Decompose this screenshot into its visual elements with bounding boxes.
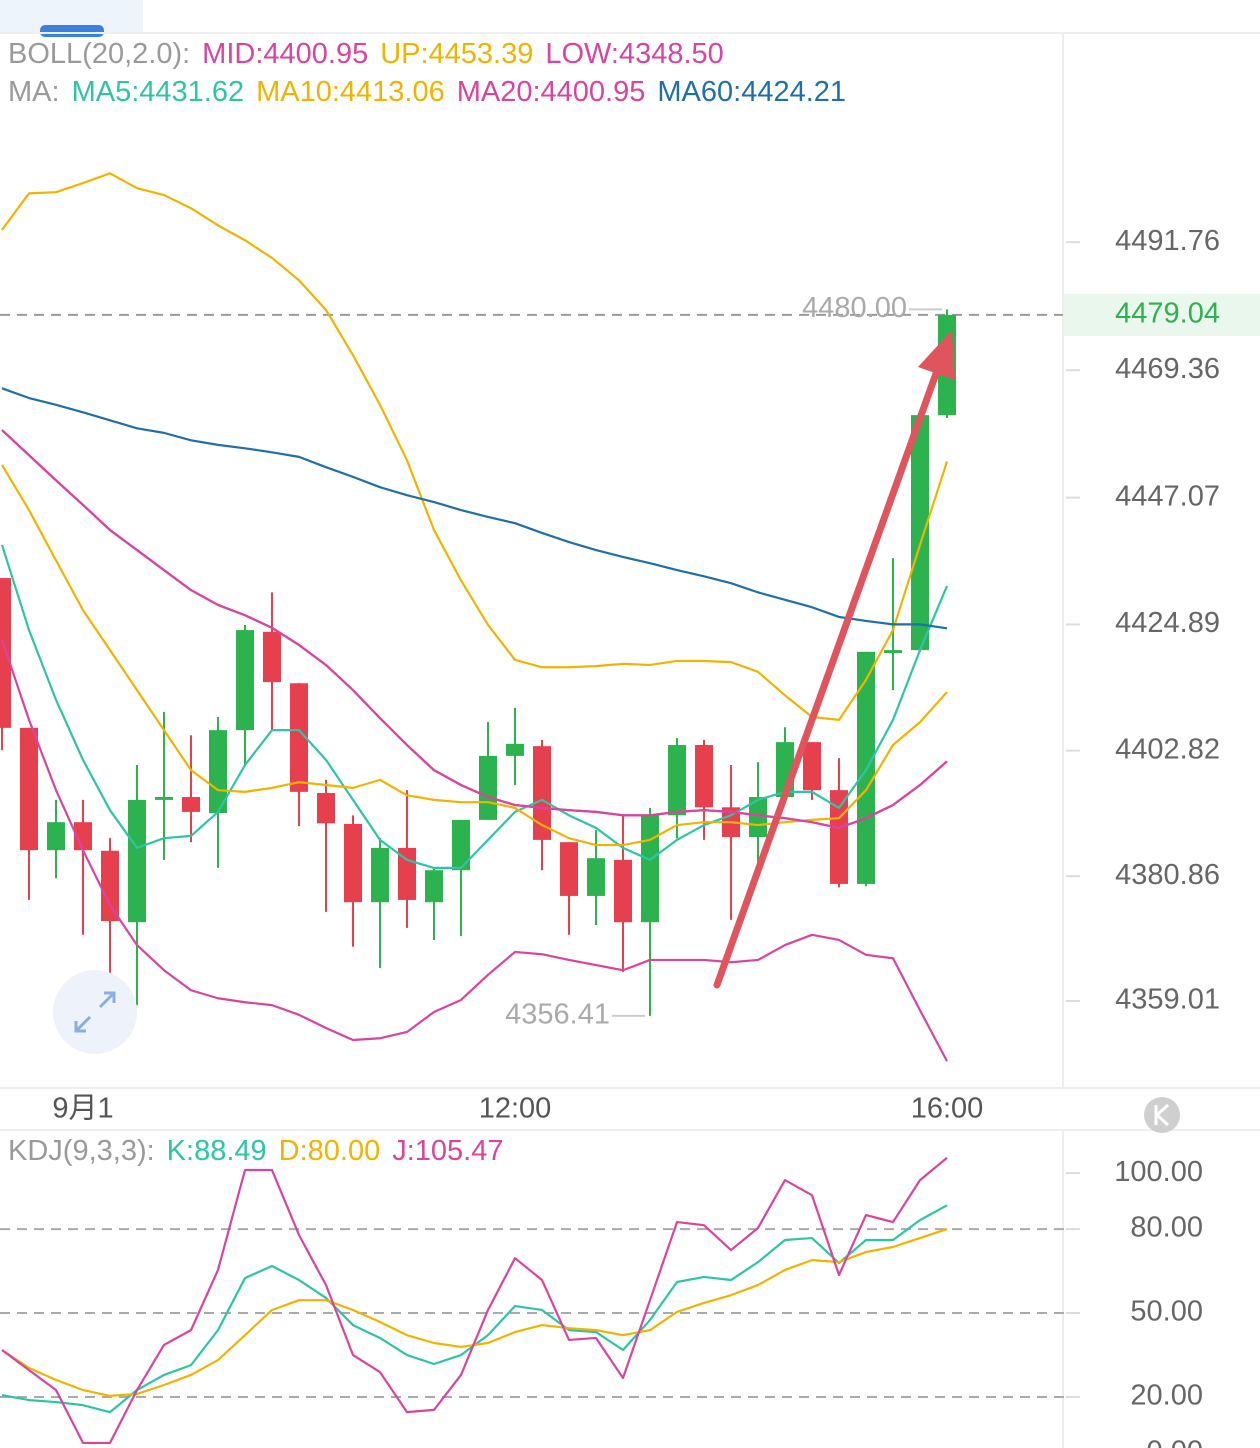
expand-icon[interactable] — [74, 991, 116, 1033]
y-tick-label: 4359.01 — [1115, 984, 1220, 1016]
candle-body — [101, 850, 119, 922]
candle-body — [614, 859, 632, 923]
candle-body — [209, 730, 227, 814]
extreme-label: 4356.41 — [505, 999, 610, 1031]
y-tick-label: 0.00 — [1147, 1436, 1203, 1448]
candle-body — [20, 727, 38, 851]
candle-body — [506, 743, 524, 756]
candle-body — [587, 858, 605, 896]
overlay-line — [1, 464, 948, 847]
candle-body — [803, 742, 821, 791]
last-price-label: 4479.04 — [1115, 298, 1220, 330]
y-tick-label: 4380.86 — [1115, 859, 1220, 891]
trend-arrow — [713, 330, 955, 989]
indicator-line — [1, 1156, 948, 1445]
y-tick-label: 4402.82 — [1115, 733, 1220, 765]
candle-body — [290, 683, 308, 792]
candle-body — [317, 793, 335, 824]
overlay-line — [1, 429, 948, 829]
candle-body — [263, 631, 281, 683]
candle-body — [155, 797, 173, 800]
legend: KDJ(9,3,3): K:88.49 D:80.00 J:105.47 — [8, 1135, 504, 1167]
legend-entry: MID:4400.95 — [202, 38, 368, 70]
candle-body — [641, 815, 659, 923]
candle-body — [749, 797, 767, 838]
candle-body — [911, 415, 929, 651]
k-button[interactable] — [1144, 1097, 1180, 1133]
last-price-bg — [1064, 293, 1260, 336]
candle-body — [884, 650, 902, 653]
y-tick-label: 100.00 — [1114, 1156, 1203, 1188]
y-tick-label: 4424.89 — [1115, 607, 1220, 639]
legend-entry: LOW:4348.50 — [545, 38, 723, 70]
legend-group-label: MA: — [8, 76, 60, 108]
candle-body — [695, 745, 713, 808]
overlay-line — [1, 172, 949, 721]
candle-body — [128, 799, 146, 923]
legend: BOLL(20,2.0): MID:4400.95 UP:4453.39 LOW:43… — [8, 38, 724, 70]
x-tick-label: 16:00 — [911, 1093, 984, 1125]
x-tick-label: 12:00 — [479, 1093, 552, 1125]
y-tick-label: 4447.07 — [1115, 480, 1220, 512]
legend-group-label: KDJ(9,3,3): — [8, 1135, 155, 1167]
y-tick-label: 4491.76 — [1115, 225, 1220, 257]
candle-body — [668, 745, 686, 816]
candle-body — [182, 797, 200, 812]
candle-body — [371, 847, 389, 903]
overlay-line — [0, 639, 948, 1062]
legend-entry: J:105.47 — [392, 1135, 503, 1167]
legend-entry: MA20:4400.95 — [457, 76, 646, 108]
extreme-label: 4480.00 — [802, 292, 907, 324]
plot-layer: 4491.76 4469.36 4447.07 4424.89 4402.82 4380.… — [0, 38, 1260, 1448]
expand-button[interactable] — [53, 970, 137, 1054]
candle-body — [344, 823, 362, 903]
y-tick-label: 80.00 — [1130, 1212, 1203, 1244]
x-tick-label: 9月1 — [52, 1093, 113, 1125]
legend-entry: MA10:4413.06 — [256, 76, 445, 108]
candle-body — [236, 630, 254, 731]
y-tick-label: 20.00 — [1130, 1380, 1203, 1412]
candle-body — [425, 870, 443, 903]
legend-entry: MA60:4424.21 — [657, 76, 846, 108]
legend-entry: UP:4453.39 — [380, 38, 533, 70]
expand-button-bg[interactable] — [53, 970, 137, 1054]
legend-entry: K:88.49 — [167, 1135, 267, 1167]
y-tick-label: 50.00 — [1130, 1296, 1203, 1328]
candle-body — [479, 755, 497, 820]
legend-group-label: BOLL(20,2.0): — [8, 38, 190, 70]
k-button-bg[interactable] — [1144, 1097, 1180, 1133]
y-tick-label: 4469.36 — [1115, 353, 1220, 385]
arrow-head — [918, 330, 955, 380]
candle-body — [452, 819, 470, 871]
arrow-shaft — [713, 364, 942, 989]
legend-entry: MA5:4431.62 — [72, 76, 245, 108]
overlay-line — [1, 387, 948, 630]
candle-body — [560, 842, 578, 896]
candle-body — [533, 746, 551, 840]
active-tab[interactable] — [40, 25, 104, 37]
k-icon[interactable] — [1154, 1103, 1170, 1127]
legend: MA: MA5:4431.62 MA10:4413.06 MA20:4400.95 MA… — [8, 76, 846, 108]
indicator-line — [1, 1204, 948, 1414]
candle-body — [74, 822, 92, 851]
legend-entry: D:80.00 — [279, 1135, 381, 1167]
candle-body — [47, 822, 65, 851]
